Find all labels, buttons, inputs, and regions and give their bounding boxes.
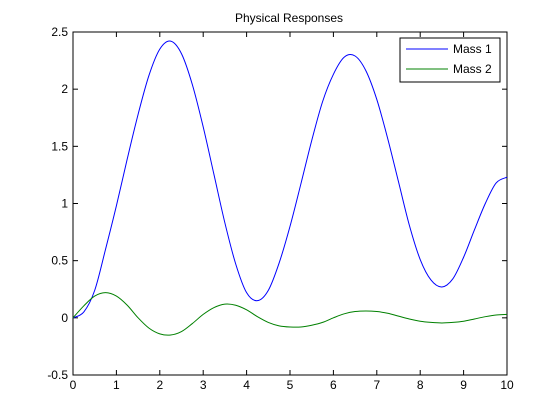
legend-label: Mass 2: [453, 62, 492, 76]
x-tick-label: 4: [243, 378, 250, 392]
chart-title: Physical Responses: [235, 11, 343, 25]
x-tick-label: 2: [156, 378, 163, 392]
x-tick-label: 0: [70, 378, 77, 392]
y-tick-label: 2: [61, 82, 68, 96]
x-tick-label: 9: [460, 378, 467, 392]
x-tick-label: 10: [500, 378, 514, 392]
x-tick-label: 8: [417, 378, 424, 392]
y-tick-label: 1.5: [51, 139, 68, 153]
y-tick-label: 0: [61, 311, 68, 325]
series-line-mass-1: [72, 40, 508, 319]
x-tick-label: 5: [287, 378, 294, 392]
x-tick-label: 1: [113, 378, 120, 392]
y-tick-label: 0.5: [51, 254, 68, 268]
y-tick-label: 2.5: [51, 25, 68, 39]
x-tick-label: 6: [330, 378, 337, 392]
axes-frame: [72, 31, 508, 376]
ticks: 0 1 2 3 4 5 6 7 8 9 10-0.500.511.522.5: [47, 25, 514, 392]
x-tick-label: 3: [200, 378, 207, 392]
series-layer: [72, 40, 508, 336]
legend: Mass 1 Mass 2: [399, 37, 501, 83]
plot-area: [72, 31, 508, 376]
y-tick-label: 1: [61, 197, 68, 211]
legend-label: Mass 1: [453, 42, 492, 56]
series-line-mass-2: [72, 292, 508, 336]
x-tick-label: 7: [373, 378, 380, 392]
legend-box: [399, 37, 501, 83]
y-tick-label: -0.5: [47, 368, 68, 382]
